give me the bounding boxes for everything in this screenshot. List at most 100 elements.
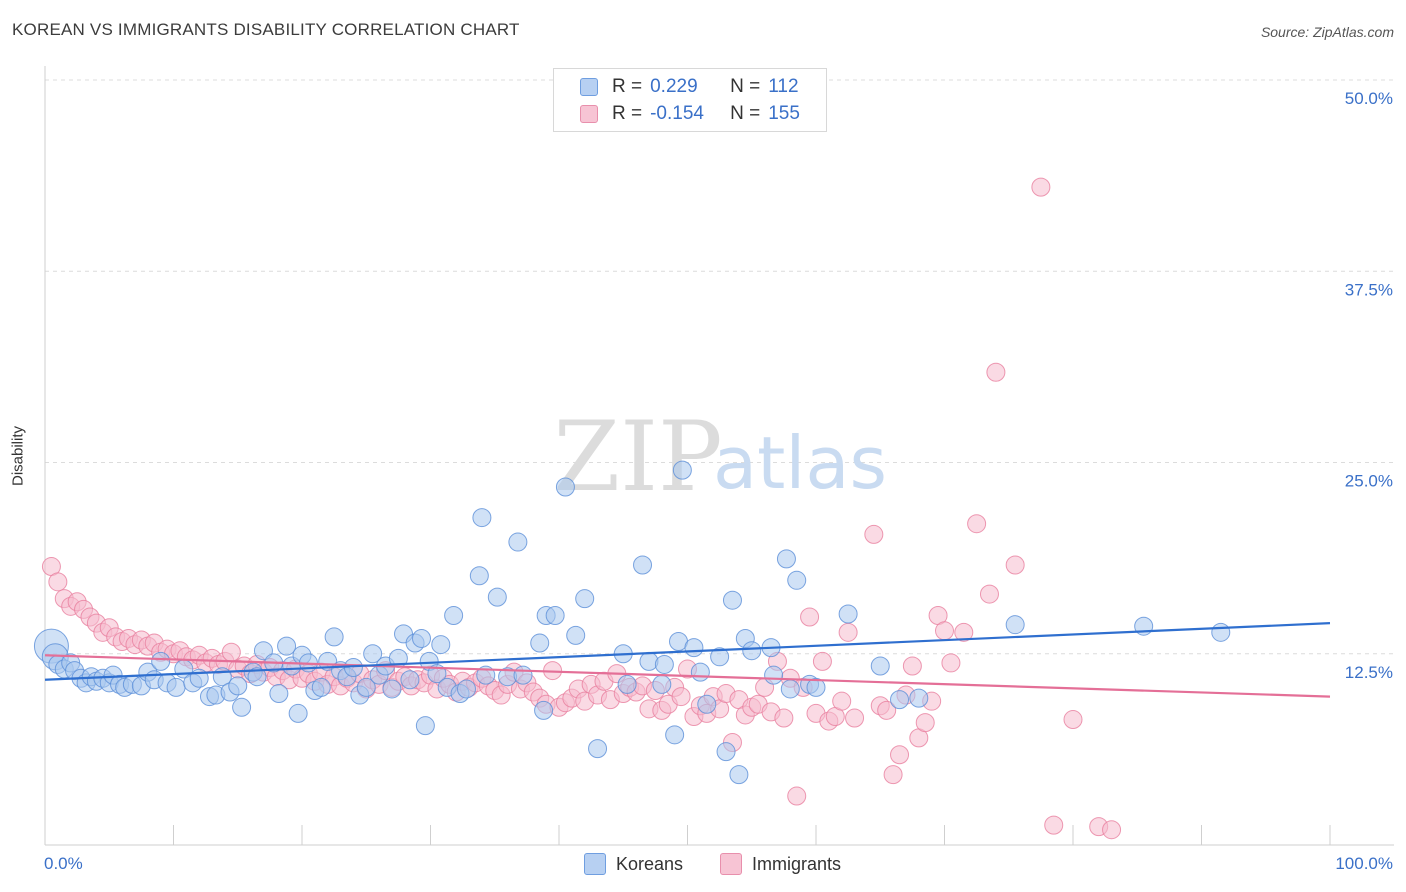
- korean-point: [806, 677, 826, 697]
- x-tick-label-max: 100.0%: [1335, 854, 1393, 873]
- korean-point: [530, 633, 550, 653]
- korean-point: [633, 555, 653, 575]
- korean-point: [1211, 622, 1231, 642]
- korean-point: [311, 677, 331, 697]
- n-value: 112: [768, 76, 799, 97]
- immigrants-swatch: [580, 105, 598, 123]
- immigrant-point: [1063, 710, 1083, 730]
- chart-title: KOREAN VS IMMIGRANTS DISABILITY CORRELAT…: [12, 20, 520, 39]
- immigrant-point: [1044, 815, 1064, 835]
- korean-point: [780, 679, 800, 699]
- y-tick-label: 50.0%: [1345, 89, 1393, 108]
- korean-point: [639, 651, 659, 671]
- korean-point: [232, 697, 252, 717]
- korean-point: [742, 641, 762, 661]
- watermark-atlas: atlas: [713, 421, 887, 505]
- korean-point: [555, 477, 575, 497]
- korean-point: [382, 679, 402, 699]
- immigrant-point: [967, 514, 987, 534]
- korean-point: [909, 688, 929, 708]
- x-tick-label-min: 0.0%: [44, 854, 83, 873]
- korean-point: [697, 694, 717, 714]
- legend-immigrants[interactable]: Immigrants: [720, 852, 841, 876]
- immigrants-legend-swatch: [720, 853, 742, 875]
- n-label: N =: [730, 103, 761, 124]
- korean-point: [716, 742, 736, 762]
- koreans-legend-swatch: [584, 853, 606, 875]
- korean-point: [253, 641, 273, 661]
- immigrant-point: [845, 708, 865, 728]
- immigrant-point: [838, 622, 858, 642]
- korean-point: [617, 674, 637, 694]
- trend-lines: [44, 622, 1331, 698]
- immigrant-point: [883, 765, 903, 785]
- korean-point: [534, 700, 554, 720]
- tick-labels: 12.5% 25.0% 37.5% 50.0% 0.0% 100.0%: [44, 89, 1393, 873]
- korean-point: [729, 765, 749, 785]
- korean-point: [787, 570, 807, 590]
- y-tick-label: 25.0%: [1345, 472, 1393, 491]
- koreans-swatch: [580, 78, 598, 96]
- koreans-points: [33, 460, 1231, 785]
- korean-point: [776, 549, 796, 569]
- korean-point: [513, 665, 533, 685]
- korean-point: [444, 606, 464, 625]
- koreans-trend-line: [44, 622, 1331, 681]
- korean-point: [400, 670, 420, 690]
- korean-point: [456, 679, 476, 699]
- immigrant-point: [671, 687, 691, 707]
- korean-point: [545, 606, 565, 625]
- source-label: Source: ZipAtlas.com: [1260, 24, 1394, 40]
- korean-point: [1005, 615, 1025, 635]
- korean-point: [575, 589, 595, 609]
- korean-point: [722, 590, 742, 610]
- r-value: 0.229: [650, 76, 698, 97]
- korean-point: [652, 674, 672, 694]
- immigrant-point: [877, 700, 897, 720]
- legend-row-immigrants: R = -0.154 N = 155: [580, 102, 800, 126]
- watermark-zip: ZIP: [553, 401, 722, 513]
- n-value: 155: [768, 103, 800, 124]
- korean-point: [672, 460, 692, 480]
- immigrant-point: [800, 607, 820, 627]
- korean-point: [415, 716, 435, 736]
- korean-point: [151, 651, 171, 671]
- immigrant-point: [774, 708, 794, 728]
- korean-point: [166, 677, 186, 697]
- legend-koreans[interactable]: Koreans: [584, 852, 683, 876]
- korean-point: [654, 654, 674, 674]
- immigrant-point: [915, 713, 935, 733]
- korean-point: [324, 627, 344, 647]
- korean-point: [247, 667, 267, 687]
- immigrant-point: [864, 524, 884, 544]
- immigrant-point: [832, 691, 852, 711]
- immigrant-point: [986, 362, 1006, 382]
- korean-point: [890, 690, 910, 710]
- axis-layer: [44, 66, 1394, 846]
- korean-point: [870, 656, 890, 676]
- korean-point: [431, 635, 451, 655]
- r-value: -0.154: [650, 103, 704, 124]
- korean-point: [684, 638, 704, 658]
- korean-point: [690, 662, 710, 682]
- korean-point: [487, 587, 507, 607]
- korean-point: [588, 739, 608, 759]
- immigrant-point: [812, 651, 832, 671]
- korean-point: [269, 684, 289, 704]
- y-tick-label: 37.5%: [1345, 280, 1393, 299]
- korean-point: [228, 676, 248, 696]
- immigrant-point: [1005, 555, 1025, 575]
- immigrants-trend-line: [44, 654, 1331, 698]
- immigrant-point: [941, 653, 961, 673]
- korean-point: [838, 604, 858, 624]
- immigrant-point: [221, 642, 241, 662]
- korean-point: [472, 508, 492, 528]
- korean-point: [469, 566, 489, 586]
- korean-point: [412, 628, 432, 648]
- immigrant-point: [935, 621, 954, 641]
- legend-row-koreans: R = 0.229 N = 112: [580, 75, 799, 99]
- korean-point: [277, 636, 297, 656]
- n-label: N =: [730, 76, 761, 97]
- korean-point: [427, 664, 447, 684]
